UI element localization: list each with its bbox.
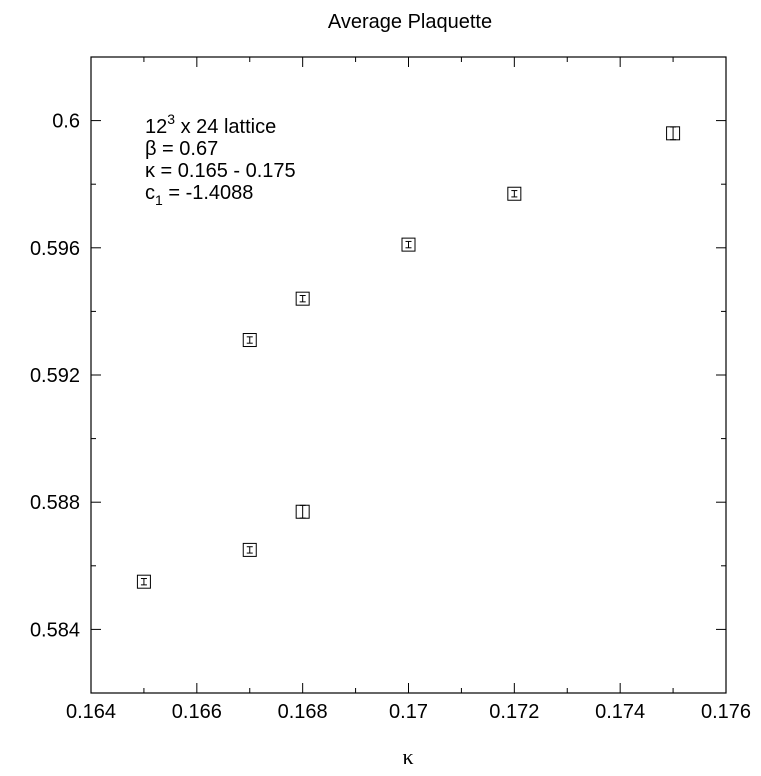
- data-point: [295, 291, 310, 306]
- annotation-c1: c1 = -1.4088: [145, 182, 253, 208]
- axis-ticks: [90, 56, 727, 694]
- x-tick-label: 0.172: [489, 701, 539, 723]
- y-tick-label: 0.584: [30, 619, 80, 641]
- point-marker: [401, 237, 416, 252]
- data-point: [295, 504, 310, 519]
- data-point: [242, 542, 257, 557]
- point-marker: [507, 186, 522, 201]
- data-point: [401, 237, 416, 252]
- x-tick-label: 0.166: [172, 701, 222, 723]
- data-points: [136, 126, 681, 589]
- y-tick-label: 0.588: [30, 492, 80, 514]
- annotation-lattice: 123 x 24 lattice: [145, 111, 276, 138]
- x-tick-label: 0.168: [278, 701, 328, 723]
- data-point: [507, 186, 522, 201]
- point-marker: [242, 333, 257, 348]
- data-point: [242, 333, 257, 348]
- data-point: [136, 574, 151, 589]
- point-marker: [295, 291, 310, 306]
- annotation-beta: β = 0.67: [145, 138, 218, 160]
- y-tick-label: 0.596: [30, 238, 80, 260]
- x-tick-label: 0.164: [66, 701, 116, 723]
- x-axis-label: κ: [402, 744, 413, 769]
- point-marker: [242, 542, 257, 557]
- axis-tick-labels: 0.164 0.166 0.168 0.17 0.172 0.174 0.176 0.584 0…: [30, 111, 751, 723]
- annotation-block: 123 x 24 lattice β = 0.67 κ = 0.165 - 0.…: [145, 111, 296, 208]
- x-tick-label: 0.176: [701, 701, 751, 723]
- data-point: [666, 126, 681, 141]
- x-tick-label: 0.17: [389, 701, 428, 723]
- x-tick-label: 0.174: [595, 701, 645, 723]
- chart-title: Average Plaquette: [328, 11, 492, 33]
- point-marker: [136, 574, 151, 589]
- y-tick-label: 0.592: [30, 365, 80, 387]
- y-tick-label: 0.6: [52, 111, 80, 133]
- annotation-kappa: κ = 0.165 - 0.175: [145, 160, 296, 182]
